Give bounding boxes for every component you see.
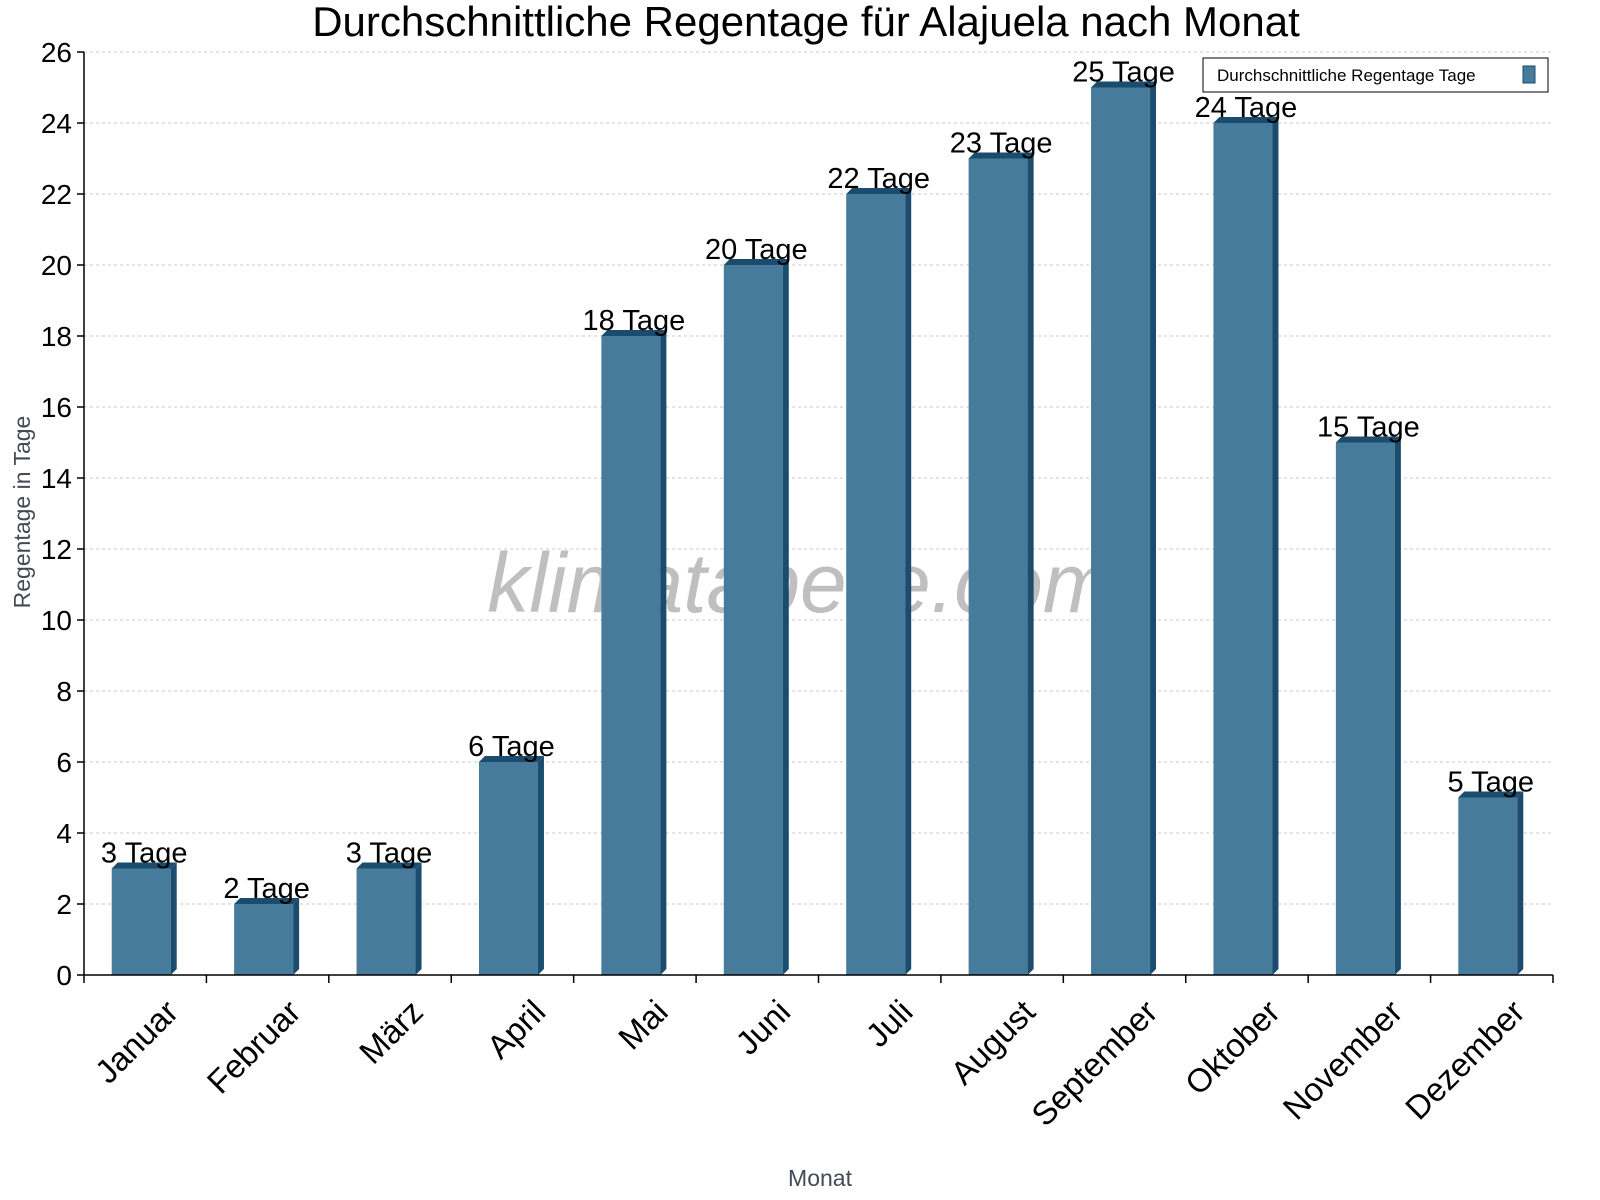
x-tick-label: Mai bbox=[611, 993, 675, 1057]
bar bbox=[723, 265, 783, 975]
x-tick-label: März bbox=[352, 993, 430, 1071]
bar-group bbox=[601, 330, 667, 975]
x-tick-label: Februar bbox=[200, 993, 308, 1101]
gridlines bbox=[84, 51, 1553, 905]
bar-group bbox=[478, 756, 544, 975]
legend-swatch bbox=[1522, 65, 1536, 84]
bar-side bbox=[415, 862, 422, 975]
y-tick-label: 26 bbox=[41, 37, 72, 68]
bar-top bbox=[723, 259, 789, 265]
x-tick-label: April bbox=[480, 993, 553, 1066]
legend-box bbox=[1202, 57, 1549, 93]
y-axis-label: Regentage in Tage bbox=[9, 416, 35, 609]
data-label: 3 Tage bbox=[346, 838, 433, 870]
data-label: 22 Tage bbox=[827, 163, 930, 195]
bar-side bbox=[1517, 791, 1524, 975]
y-tick-label: 2 bbox=[56, 889, 72, 920]
bars: 3 Tage 2 Tage 3 Tage 6 Tage 18 Tage 20 Tage 22… bbox=[101, 57, 1535, 975]
bar-group bbox=[968, 152, 1034, 975]
bar-group bbox=[1091, 81, 1157, 975]
bar-side bbox=[537, 756, 544, 975]
bar bbox=[478, 762, 538, 975]
y-tick-label: 12 bbox=[41, 534, 72, 565]
bar bbox=[111, 868, 171, 975]
bar-group bbox=[111, 862, 177, 975]
bar-group bbox=[234, 898, 300, 975]
bar-side bbox=[905, 188, 912, 975]
legend: Durchschnittliche Regentage Tage bbox=[1202, 57, 1549, 93]
y-tick-label: 4 bbox=[56, 818, 72, 849]
bar-group bbox=[1335, 436, 1401, 975]
bar-group bbox=[1458, 791, 1524, 975]
x-tick-label: Januar bbox=[88, 993, 186, 1091]
bar-top bbox=[1213, 117, 1279, 123]
data-label: 20 Tage bbox=[705, 234, 808, 266]
legend-label: Durchschnittliche Regentage Tage bbox=[1217, 66, 1476, 85]
data-label: 6 Tage bbox=[468, 731, 555, 763]
bar-group bbox=[1213, 117, 1279, 975]
y-tick-label: 16 bbox=[41, 392, 72, 423]
x-tick-label: September bbox=[1024, 993, 1164, 1133]
x-tick-label: November bbox=[1275, 993, 1409, 1127]
bar bbox=[356, 868, 416, 975]
y-tick-label: 6 bbox=[56, 747, 72, 778]
data-label: 18 Tage bbox=[583, 305, 686, 337]
bar-side bbox=[1027, 152, 1034, 975]
data-label: 25 Tage bbox=[1072, 57, 1175, 89]
bar-top bbox=[356, 862, 422, 869]
data-label: 2 Tage bbox=[223, 873, 310, 905]
bar-top bbox=[478, 756, 544, 762]
y-tick-label: 18 bbox=[41, 321, 72, 352]
data-label: 3 Tage bbox=[101, 838, 188, 870]
bar bbox=[1213, 123, 1273, 975]
bar-side bbox=[1272, 117, 1279, 975]
bar-group bbox=[356, 862, 422, 975]
bar-top bbox=[846, 188, 912, 194]
bar bbox=[234, 904, 294, 975]
x-tick-label: Juli bbox=[858, 993, 919, 1054]
x-tick-label: Oktober bbox=[1178, 993, 1287, 1102]
y-tick-label: 20 bbox=[41, 250, 72, 281]
bar bbox=[1335, 442, 1395, 975]
x-tick-label: Juni bbox=[728, 993, 797, 1062]
bar-top bbox=[1335, 436, 1401, 443]
y-tick-label: 22 bbox=[41, 179, 72, 210]
x-tick-label: Dezember bbox=[1398, 993, 1532, 1127]
bar-group bbox=[846, 188, 912, 975]
bar bbox=[968, 158, 1028, 975]
bar-side bbox=[1394, 436, 1401, 975]
bar bbox=[846, 194, 906, 975]
y-tick-label: 0 bbox=[56, 960, 72, 991]
bar-top bbox=[601, 330, 667, 336]
bar-group bbox=[723, 259, 789, 975]
bar-top bbox=[968, 152, 1034, 159]
data-label: 24 Tage bbox=[1195, 92, 1298, 124]
bar-side bbox=[1150, 81, 1157, 975]
data-label: 23 Tage bbox=[950, 128, 1053, 160]
bar-side bbox=[660, 330, 667, 975]
bar-top bbox=[111, 862, 177, 869]
y-tick-label: 8 bbox=[56, 676, 72, 707]
data-label: 15 Tage bbox=[1317, 412, 1420, 444]
bar bbox=[601, 336, 661, 975]
y-tick-label: 14 bbox=[41, 463, 72, 494]
bar-side bbox=[170, 862, 177, 975]
x-axis-label: Monat bbox=[788, 1165, 853, 1191]
bar bbox=[1091, 87, 1151, 975]
chart-title: Durchschnittliche Regentage für Alajuela… bbox=[312, 0, 1300, 45]
bar bbox=[1458, 797, 1518, 975]
bar-side bbox=[782, 259, 789, 975]
y-tick-label: 24 bbox=[41, 108, 72, 139]
y-tick-label: 10 bbox=[41, 605, 72, 636]
bar-top bbox=[1458, 791, 1524, 798]
x-tick-label: August bbox=[943, 993, 1042, 1092]
data-label: 5 Tage bbox=[1448, 767, 1535, 799]
bar-top bbox=[1091, 81, 1157, 88]
bar-side bbox=[293, 898, 300, 975]
bar-top bbox=[234, 898, 300, 904]
